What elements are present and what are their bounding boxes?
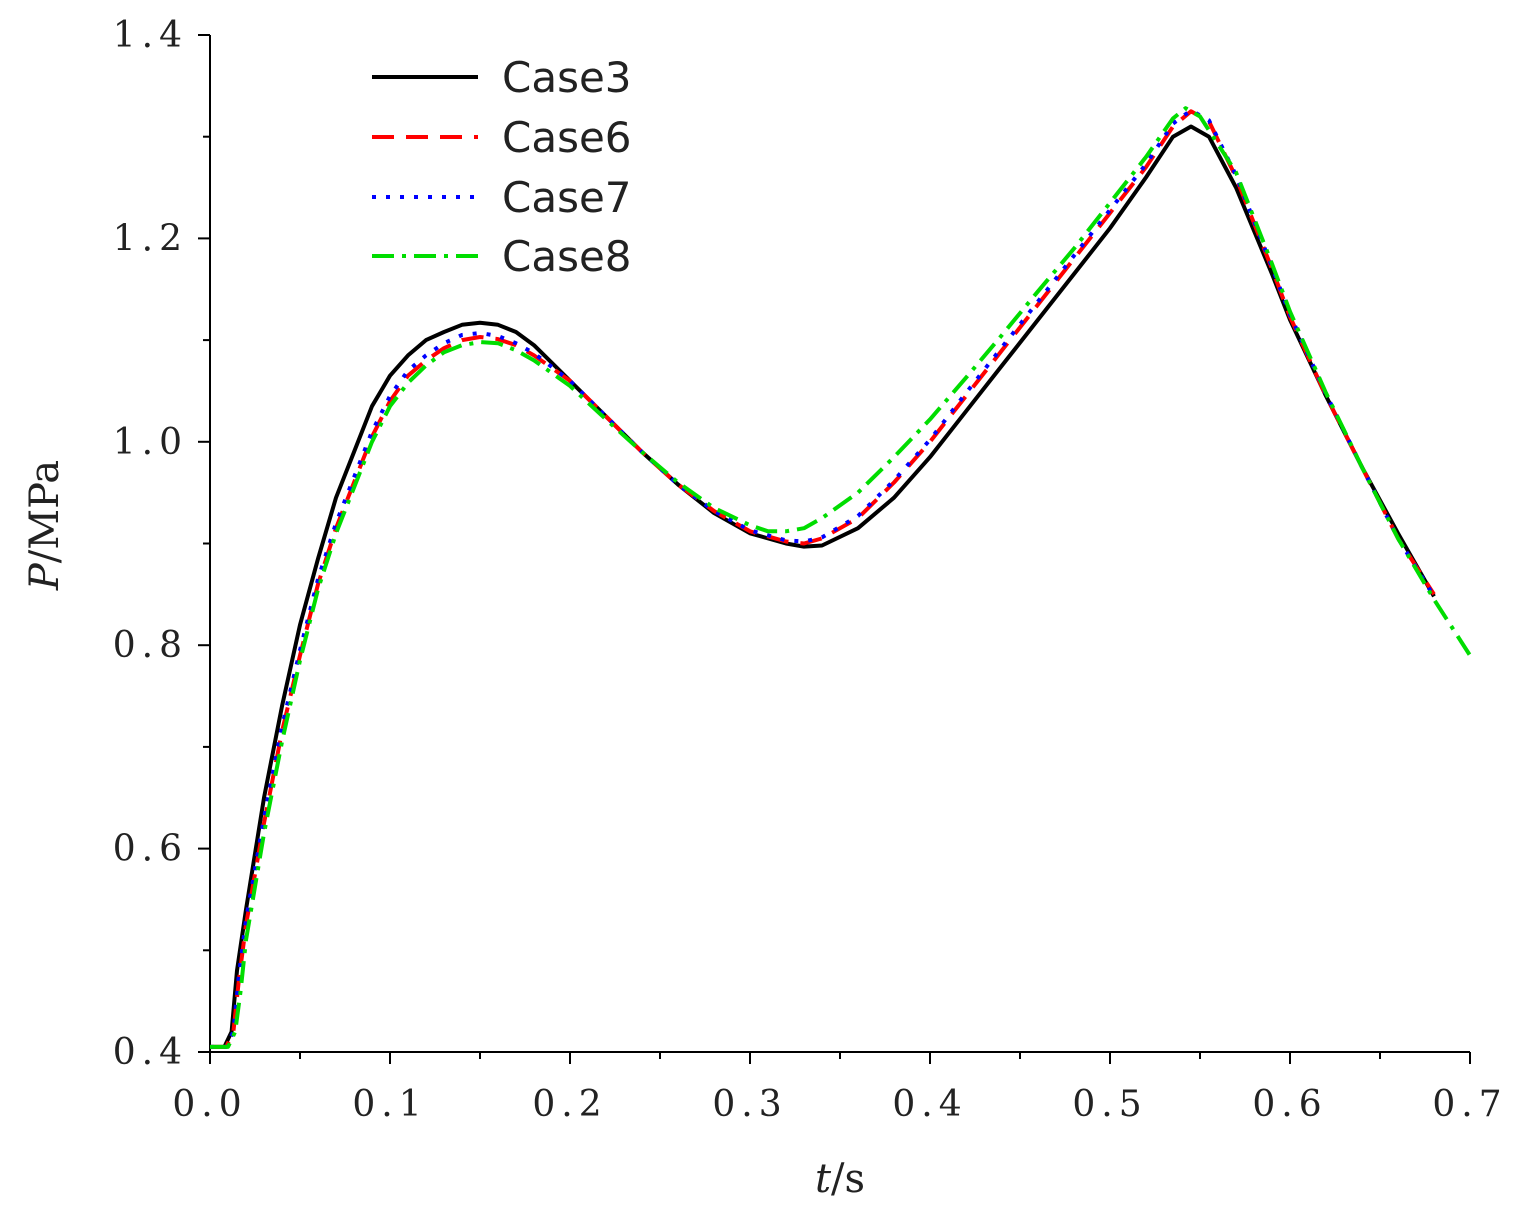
y-tick-label: 0.8 xyxy=(113,625,188,666)
series-line-case8 xyxy=(210,106,1472,1049)
legend-label-case6: Case6 xyxy=(502,113,632,162)
legend-entry-case3: Case3 xyxy=(372,53,632,102)
x-tick-label: 0.7 xyxy=(1432,1084,1507,1125)
x-tick-label: 0.0 xyxy=(172,1084,247,1125)
x-tick-label: 0.2 xyxy=(532,1084,607,1125)
x-tick-label: 0.4 xyxy=(892,1084,967,1125)
legend-entry-case8: Case8 xyxy=(372,232,632,281)
y-tick-label: 1.4 xyxy=(113,15,188,56)
plot-axes xyxy=(209,35,1470,1053)
y-axis-unit: /MPa xyxy=(22,460,68,563)
y-axis-variable: P xyxy=(22,562,68,591)
series-line-case6 xyxy=(210,109,1436,1049)
legend-entry-case7: Case7 xyxy=(372,173,632,222)
series-line-case3 xyxy=(210,124,1436,1049)
legend: Case3 Case6 Case7 Case8 xyxy=(372,53,632,281)
y-tick-label: 1.2 xyxy=(113,218,188,259)
y-tick-label: 1.0 xyxy=(113,422,188,463)
x-axis-ticks: 0.0 0.1 0.2 0.3 0.4 0.5 0.6 0.7 xyxy=(172,1052,1507,1125)
y-tick-label: 0.4 xyxy=(113,1032,188,1073)
x-tick-label: 0.3 xyxy=(712,1084,787,1125)
x-tick-label: 0.5 xyxy=(1072,1084,1147,1125)
x-tick-label: 0.1 xyxy=(352,1084,427,1125)
series-line-case7 xyxy=(210,108,1436,1049)
series-lines xyxy=(210,106,1472,1049)
y-axis-label: P/MPa xyxy=(22,460,68,591)
y-axis-ticks: 0.4 0.6 0.8 1.0 1.2 1.4 xyxy=(113,15,210,1073)
legend-label-case3: Case3 xyxy=(502,53,632,102)
x-axis-variable: t xyxy=(815,1156,832,1202)
y-tick-label: 0.6 xyxy=(113,829,188,870)
legend-label-case7: Case7 xyxy=(502,173,632,222)
legend-entry-case6: Case6 xyxy=(372,113,632,162)
x-axis-unit: /s xyxy=(831,1156,865,1202)
x-axis-label: t/s xyxy=(815,1156,865,1202)
legend-label-case8: Case8 xyxy=(502,232,632,281)
x-tick-label: 0.6 xyxy=(1252,1084,1327,1125)
